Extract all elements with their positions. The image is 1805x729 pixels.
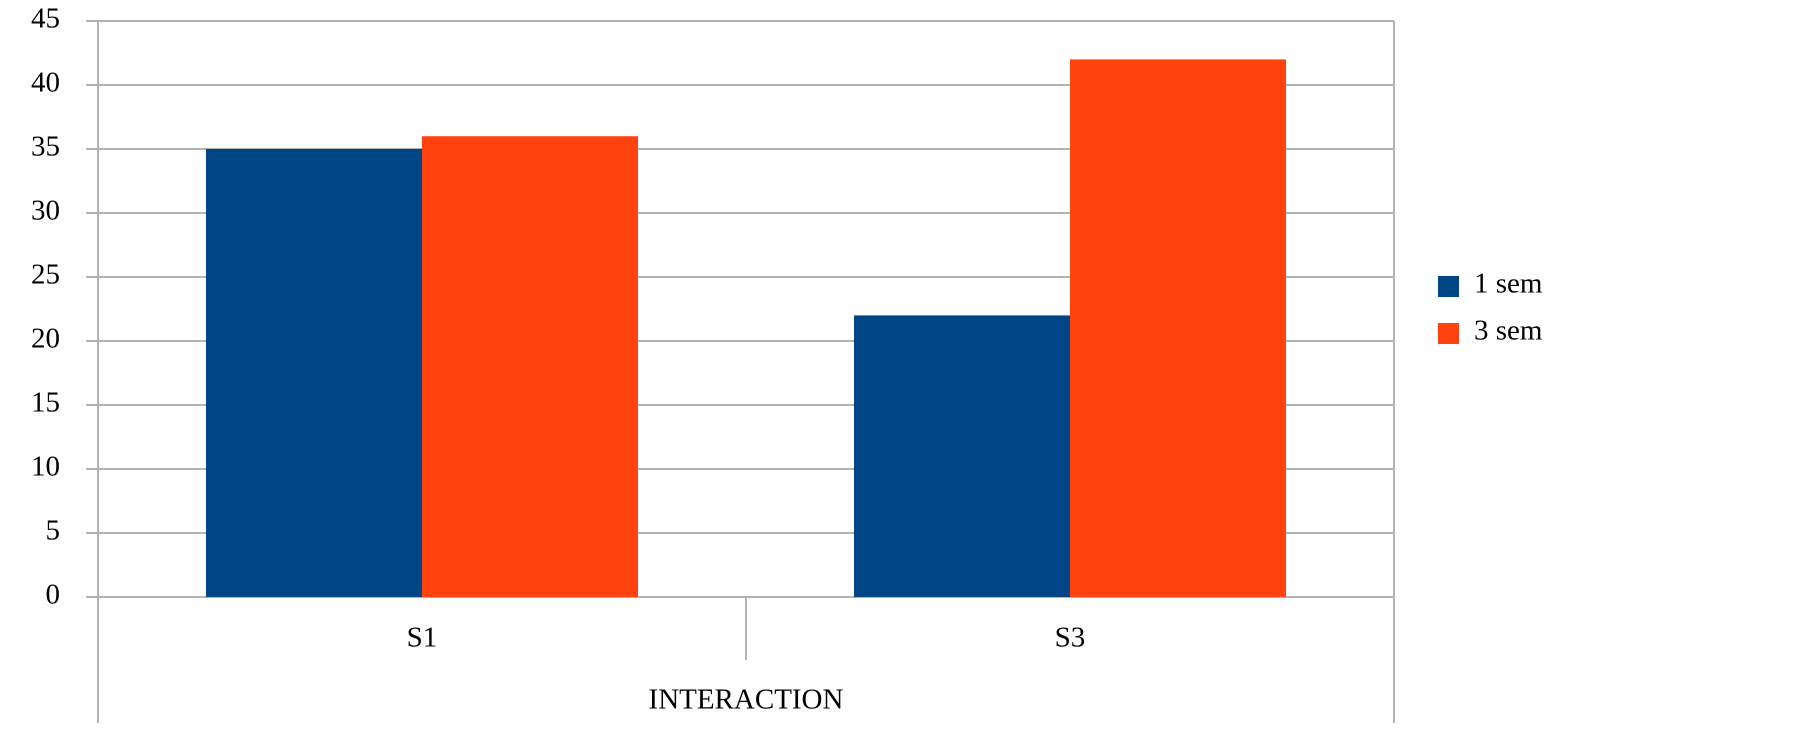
x-tick-label: S1 — [407, 622, 438, 654]
y-tick-label: 30 — [31, 195, 60, 227]
y-tick-label: 20 — [31, 323, 60, 355]
y-tick-label: 35 — [31, 131, 60, 163]
bar — [422, 136, 638, 597]
bar — [206, 149, 422, 597]
bar — [1070, 59, 1286, 597]
y-tick-label: 25 — [31, 259, 60, 291]
x-axis-title: INTERACTION — [649, 684, 844, 716]
y-tick-label: 15 — [31, 387, 60, 419]
legend-swatch — [1438, 276, 1459, 297]
legend-label: 3 sem — [1474, 315, 1543, 347]
bar — [854, 315, 1070, 597]
legend-swatch — [1438, 323, 1459, 344]
y-tick-label: 40 — [31, 67, 60, 99]
y-tick-label: 5 — [46, 515, 61, 547]
x-tick-label: S3 — [1055, 622, 1086, 654]
y-tick-label: 10 — [31, 451, 60, 483]
y-tick-label: 45 — [31, 3, 60, 35]
y-tick-label: 0 — [46, 579, 61, 611]
legend-label: 1 sem — [1474, 268, 1543, 300]
